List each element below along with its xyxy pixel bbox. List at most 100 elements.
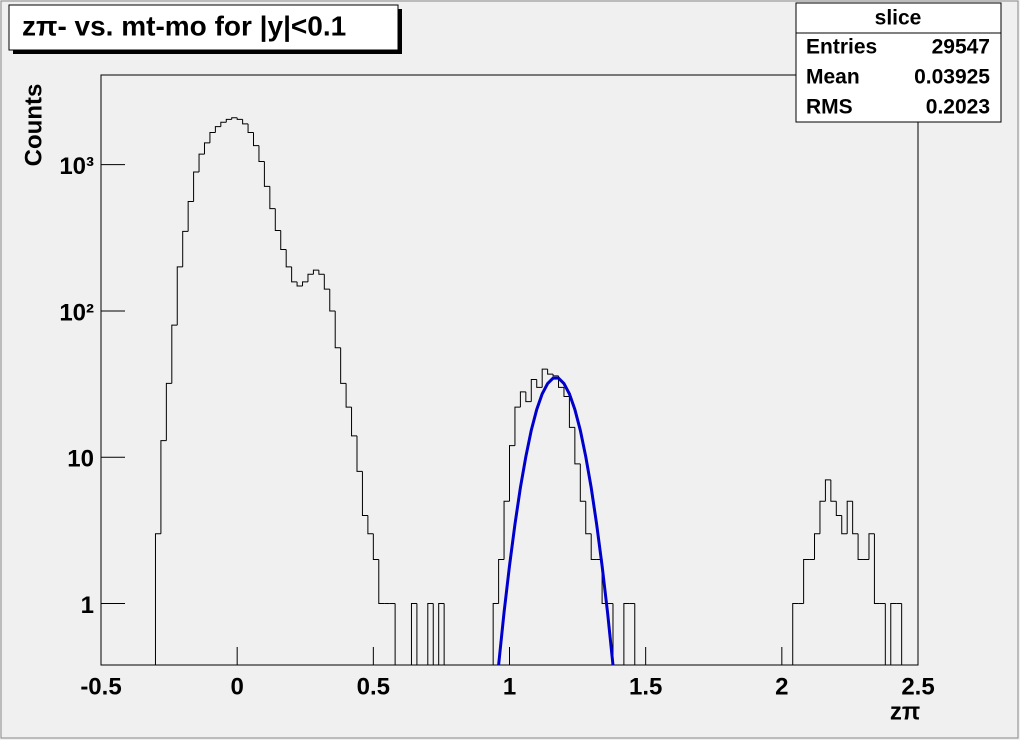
histogram-bin xyxy=(345,383,352,408)
histogram-bin xyxy=(356,435,363,472)
histogram-bin xyxy=(814,533,820,560)
histogram-bin xyxy=(291,266,298,283)
histogram-bin xyxy=(269,186,276,210)
title-box xyxy=(8,4,399,51)
histogram-bin xyxy=(498,558,505,604)
x-tick-label: -0.5 xyxy=(80,673,121,700)
histogram-bin xyxy=(835,501,842,516)
histogram-bin xyxy=(274,208,281,231)
x-tick-label: 0 xyxy=(230,673,243,700)
histogram-bin xyxy=(509,445,515,502)
x-tick-label: 0.5 xyxy=(357,673,390,700)
histogram-bin xyxy=(165,382,172,441)
histogram-bin xyxy=(819,500,826,534)
histogram-bin xyxy=(492,603,499,665)
histogram-bin xyxy=(901,603,908,665)
stats-value: 0.2023 xyxy=(926,96,990,119)
histogram-bin xyxy=(323,274,330,290)
histogram-bin xyxy=(410,603,417,665)
histogram-bin xyxy=(334,310,341,349)
histogram-bin xyxy=(541,368,548,388)
histogram-bin xyxy=(176,266,183,326)
histogram-bin xyxy=(574,427,581,465)
histogram-bin xyxy=(258,145,265,163)
histogram-bin xyxy=(296,281,303,287)
histogram-bin xyxy=(852,501,859,535)
histogram-bin xyxy=(416,603,423,665)
plot-area xyxy=(101,117,918,665)
histogram-bin xyxy=(438,603,445,665)
histogram-bin xyxy=(612,603,619,665)
histogram-bin xyxy=(525,391,532,403)
histogram-bin xyxy=(220,121,227,127)
histogram-bin xyxy=(536,379,543,388)
y-tick-label: 10³ xyxy=(59,153,94,180)
histogram-bin xyxy=(634,603,641,665)
histogram-bin xyxy=(792,603,799,665)
stats-value: 29547 xyxy=(932,36,990,59)
histogram-bin xyxy=(193,171,200,202)
y-tick-label: 1 xyxy=(81,592,94,619)
stats-title: slice xyxy=(875,7,922,30)
histogram-bin xyxy=(209,131,216,143)
histogram-bin xyxy=(443,603,450,665)
histogram-bin xyxy=(585,501,592,535)
histogram-bin xyxy=(231,117,238,120)
x-tick-label: 2.5 xyxy=(901,673,934,700)
histogram-bin xyxy=(427,603,434,665)
histogram-bin xyxy=(563,387,570,398)
histogram-bin xyxy=(568,396,575,428)
histogram-bin xyxy=(329,289,336,312)
histogram-bin xyxy=(187,200,194,232)
histogram-bin xyxy=(171,324,178,384)
histogram-bin xyxy=(247,123,254,133)
histogram-bin xyxy=(547,369,554,375)
histogram-bin xyxy=(361,471,368,516)
histogram-bin xyxy=(890,603,897,665)
histogram-bin xyxy=(198,153,205,173)
histogram-bin xyxy=(623,603,630,665)
stats-label: RMS xyxy=(806,96,853,119)
histogram-bin xyxy=(214,126,221,133)
x-tick-label: 2 xyxy=(775,673,788,700)
y-tick-label: 10² xyxy=(59,299,94,326)
histogram-bin xyxy=(824,479,831,502)
histogram-bin xyxy=(302,281,308,287)
histogram-bin xyxy=(242,119,249,125)
histogram-bin xyxy=(236,117,243,120)
histogram-bin xyxy=(263,161,270,187)
histogram-bin xyxy=(372,533,379,560)
x-axis-label: zπ xyxy=(890,698,920,725)
histogram-bin xyxy=(432,603,439,665)
histogram-bin xyxy=(846,500,853,534)
histogram-bin xyxy=(579,463,586,502)
histogram-bin xyxy=(253,132,259,147)
histogram-bin xyxy=(160,440,167,534)
histogram-bin xyxy=(318,270,325,275)
stats-label: Mean xyxy=(806,66,860,89)
fit-curve xyxy=(497,376,615,665)
histogram-bin xyxy=(203,142,210,155)
histogram-bin xyxy=(182,230,189,267)
histogram-bin xyxy=(225,118,232,123)
histogram-bin xyxy=(590,533,597,560)
histogram-bin xyxy=(884,603,891,665)
x-tick-label: 1.5 xyxy=(629,673,662,700)
histogram-bin xyxy=(552,374,559,377)
histogram-bin xyxy=(857,533,864,560)
stats-value: 0.03925 xyxy=(914,66,990,89)
histogram-bin xyxy=(519,391,526,408)
stats-box xyxy=(795,2,1002,123)
stats-label: Entries xyxy=(806,36,877,59)
histogram-bin xyxy=(367,515,374,535)
histogram-bin xyxy=(312,269,319,275)
histogram-bin xyxy=(530,378,537,402)
histogram-bin xyxy=(830,479,837,502)
y-tick-label: 10 xyxy=(67,446,94,473)
histogram-bin xyxy=(285,249,292,268)
histogram-bin xyxy=(803,558,810,604)
histogram-bin xyxy=(307,273,314,282)
histogram-bin xyxy=(841,515,848,535)
